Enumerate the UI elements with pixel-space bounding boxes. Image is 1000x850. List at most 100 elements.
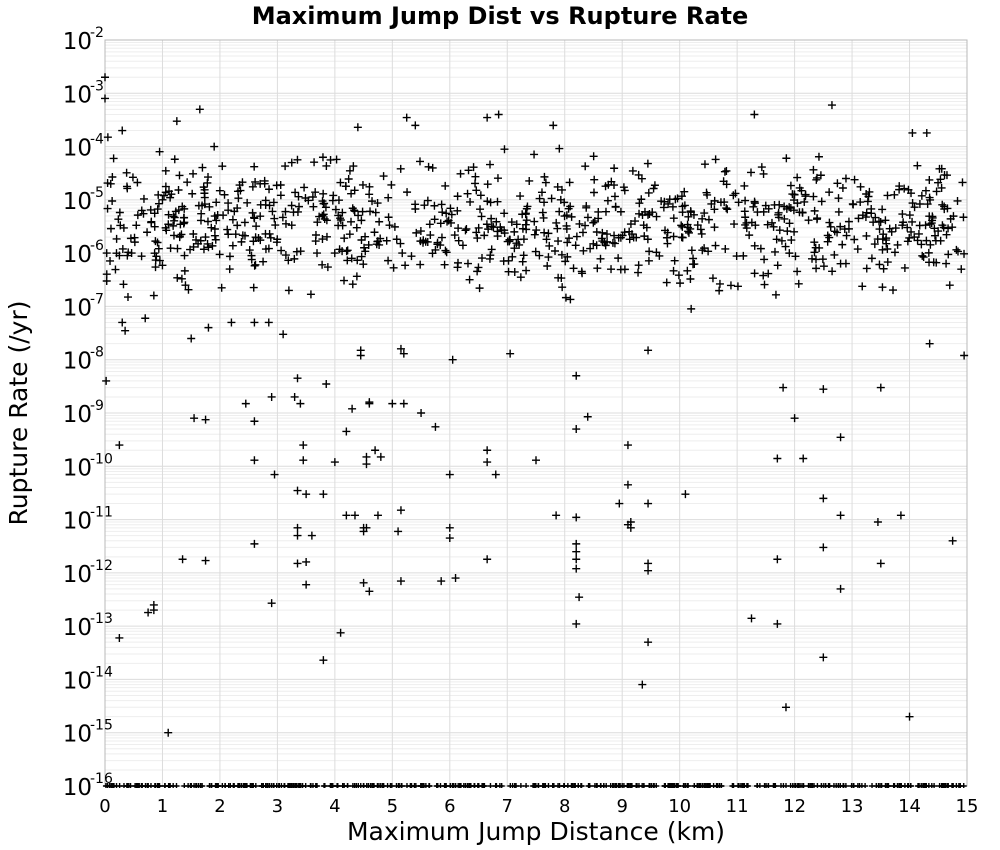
data-point [545, 241, 554, 250]
floor-data-point [950, 783, 957, 788]
data-point [198, 163, 207, 172]
data-point [102, 376, 111, 385]
data-point [396, 344, 405, 353]
data-point [215, 186, 224, 195]
data-point [342, 511, 351, 520]
data-point [875, 260, 884, 269]
data-point [540, 172, 549, 181]
data-point [284, 256, 293, 265]
data-point [365, 190, 374, 199]
data-point [416, 237, 425, 246]
data-point [463, 259, 472, 268]
floor-data-point [918, 783, 925, 788]
data-point [883, 258, 892, 267]
y-tick-exponent: -8 [90, 345, 104, 361]
data-point [669, 214, 678, 223]
data-point [683, 220, 692, 229]
data-point [225, 252, 234, 261]
data-point [132, 221, 141, 230]
data-point [293, 486, 302, 495]
data-point [678, 222, 687, 231]
data-point [218, 162, 227, 171]
data-point [500, 209, 509, 218]
y-tick-exponent: -14 [90, 664, 113, 680]
data-point [757, 163, 766, 172]
data-point [241, 399, 250, 408]
data-point [453, 258, 462, 267]
data-point [329, 191, 338, 200]
data-point [515, 240, 524, 249]
data-point [341, 182, 350, 191]
data-point [201, 556, 210, 565]
data-point [628, 166, 637, 175]
data-point [415, 157, 424, 166]
data-point [751, 221, 760, 230]
data-point [416, 260, 425, 269]
data-point [466, 197, 475, 206]
data-point [518, 224, 527, 233]
data-point [250, 318, 259, 327]
data-point [353, 123, 362, 132]
data-point [401, 261, 410, 270]
data-point [322, 232, 331, 241]
data-point [293, 207, 302, 216]
data-point [553, 224, 562, 233]
data-point [118, 244, 127, 253]
data-point [836, 222, 845, 231]
data-point [476, 205, 485, 214]
floor-data-point [165, 783, 172, 788]
data-point [575, 593, 584, 602]
data-point [572, 555, 581, 564]
data-point [335, 245, 344, 254]
data-point [663, 228, 672, 237]
floor-data-point [295, 783, 302, 788]
data-point [565, 234, 574, 243]
floor-data-point [572, 783, 579, 788]
data-point [925, 258, 934, 267]
data-point [119, 280, 128, 289]
data-point [825, 218, 834, 227]
data-point [925, 175, 934, 184]
data-point [836, 584, 845, 593]
data-point [856, 182, 865, 191]
y-tick-exponent: -10 [90, 451, 113, 467]
data-point [620, 186, 629, 195]
data-point [593, 264, 602, 273]
data-point [668, 202, 677, 211]
data-point [895, 182, 904, 191]
data-point [543, 261, 552, 270]
data-point [348, 404, 357, 413]
data-point [164, 220, 173, 229]
data-point [287, 221, 296, 230]
data-point [112, 234, 121, 243]
x-tick-label: 15 [956, 796, 979, 817]
data-point [893, 240, 902, 249]
data-point [769, 222, 778, 231]
data-point [924, 248, 933, 257]
data-point [734, 198, 743, 207]
data-point [336, 178, 345, 187]
data-point [438, 208, 447, 217]
data-point [905, 211, 914, 220]
data-point [873, 518, 882, 527]
data-point [670, 256, 679, 265]
data-point [760, 280, 769, 289]
data-point [442, 209, 451, 218]
data-point [259, 257, 268, 266]
floor-data-point [862, 783, 869, 788]
data-point [922, 236, 931, 245]
data-point [683, 266, 692, 275]
data-point [119, 223, 128, 232]
data-point [213, 210, 222, 219]
floor-data-point [132, 783, 139, 788]
data-point [343, 256, 352, 265]
data-point [644, 256, 653, 265]
data-point [208, 241, 217, 250]
data-point [126, 234, 135, 243]
data-point [834, 194, 843, 203]
x-tick-label: 4 [329, 796, 340, 817]
data-point [137, 252, 146, 261]
data-point [759, 271, 768, 280]
data-point [960, 249, 969, 258]
data-point [750, 197, 759, 206]
